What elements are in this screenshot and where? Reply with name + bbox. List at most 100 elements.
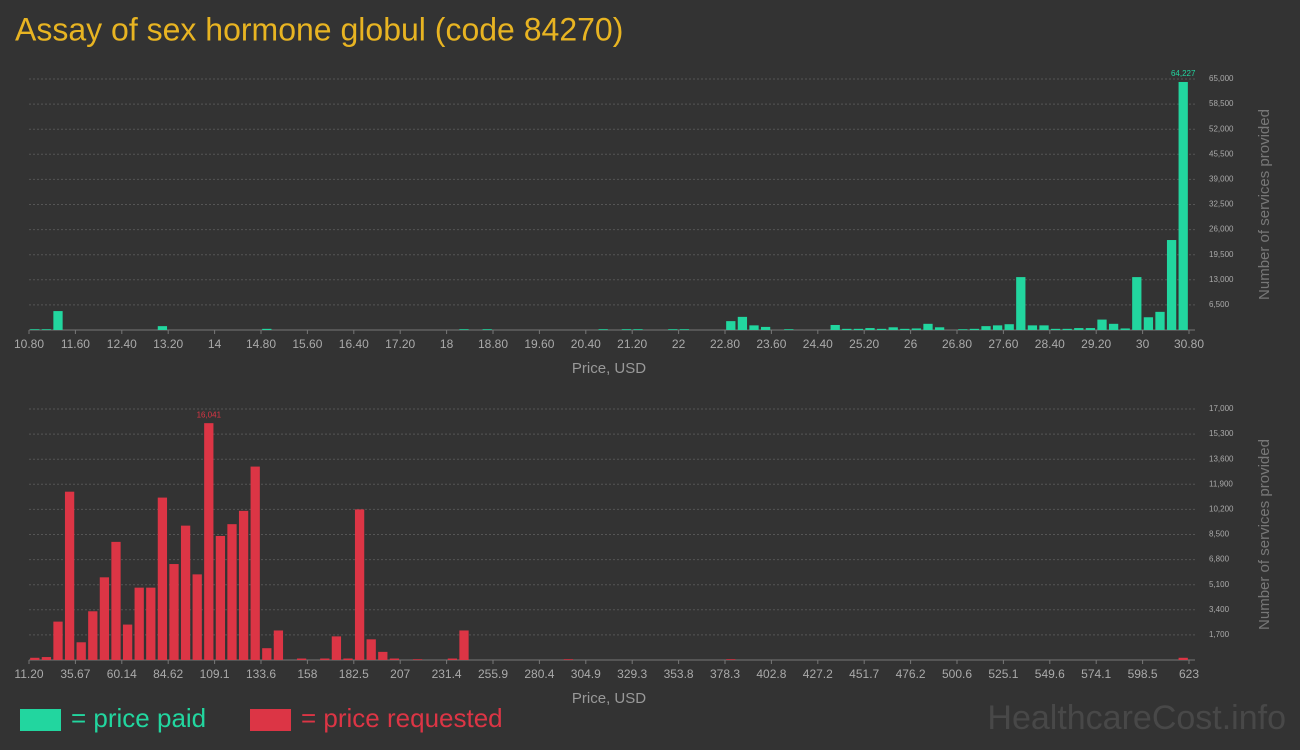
bar — [1027, 325, 1038, 330]
x-tick-label: 402.8 — [756, 667, 786, 681]
x-axis-label: Price, USD — [572, 690, 646, 707]
x-tick-label: 623 — [1179, 667, 1199, 681]
y-tick-label: 19,500 — [1209, 250, 1234, 259]
bar — [296, 658, 307, 660]
watermark: HealthcareCost.info — [987, 699, 1286, 737]
bar — [633, 329, 643, 330]
x-tick-label: 16.40 — [339, 337, 369, 351]
bar — [1143, 317, 1154, 330]
bar — [273, 630, 284, 660]
bar — [180, 525, 191, 660]
x-axis-label: Price, USD — [572, 360, 646, 377]
bar — [842, 328, 852, 330]
bar — [262, 328, 272, 330]
x-tick-label: 353.8 — [664, 667, 694, 681]
legend-label: = price requested — [301, 703, 503, 733]
bar — [64, 491, 75, 660]
value-label: 64,227 — [1171, 69, 1196, 78]
bar — [969, 328, 980, 330]
bar — [1074, 328, 1084, 330]
x-tick-label: 255.9 — [478, 667, 508, 681]
x-tick-label: 14.80 — [246, 337, 276, 351]
x-tick-label: 29.20 — [1081, 337, 1111, 351]
x-tick-label: 18.80 — [478, 337, 508, 351]
x-tick-label: 207 — [390, 667, 410, 681]
bar — [1050, 328, 1061, 330]
x-tick-label: 280.4 — [524, 667, 554, 681]
x-tick-label: 304.9 — [571, 667, 601, 681]
y-tick-label: 13,600 — [1209, 454, 1234, 463]
y-tick-label: 3,400 — [1209, 605, 1230, 614]
bar — [1108, 323, 1119, 330]
y-tick-label: 11,900 — [1209, 479, 1233, 488]
bar — [1016, 277, 1026, 330]
bar — [992, 325, 1003, 330]
x-tick-label: 27.60 — [988, 337, 1018, 351]
bar — [760, 326, 771, 330]
bar — [1085, 328, 1096, 330]
x-tick-label: 26.80 — [942, 337, 972, 351]
x-tick-label: 427.2 — [803, 667, 833, 681]
x-tick-label: 182.5 — [339, 667, 369, 681]
bar — [853, 328, 864, 330]
x-tick-label: 549.6 — [1035, 667, 1065, 681]
bar — [459, 630, 469, 660]
bar — [830, 324, 840, 330]
legend-swatch — [20, 709, 61, 731]
legend-swatch — [250, 709, 291, 731]
bar — [447, 658, 458, 660]
bar — [122, 624, 133, 660]
bar — [737, 316, 748, 330]
x-tick-label: 19.60 — [524, 337, 554, 351]
bar — [958, 329, 968, 330]
x-tick-label: 11.60 — [61, 337, 90, 351]
y-tick-label: 15,300 — [1209, 429, 1234, 438]
x-tick-label: 574.1 — [1081, 667, 1111, 681]
x-tick-label: 14 — [208, 337, 222, 351]
bar — [41, 329, 52, 330]
bar — [865, 328, 875, 330]
bar — [598, 329, 608, 330]
bar — [238, 510, 249, 660]
bar — [668, 329, 678, 330]
bar — [389, 658, 400, 660]
x-tick-label: 30.80 — [1174, 337, 1204, 351]
value-label: 16,041 — [197, 410, 222, 419]
bar — [30, 329, 40, 330]
y-tick-label: 6,500 — [1209, 300, 1230, 309]
bar — [157, 326, 168, 330]
bar — [726, 321, 736, 330]
bar — [679, 329, 690, 330]
bar — [53, 621, 63, 660]
bar — [343, 658, 353, 660]
bar — [88, 611, 98, 660]
bar — [169, 564, 179, 660]
bar — [1062, 328, 1072, 330]
bar — [262, 648, 272, 660]
y-tick-label: 58,500 — [1209, 99, 1234, 108]
bar — [157, 497, 168, 660]
y-axis-label: Number of services provided — [1256, 439, 1273, 630]
x-tick-label: 12.40 — [107, 337, 137, 351]
bar — [482, 329, 492, 330]
bar — [378, 651, 388, 660]
bar — [366, 639, 376, 660]
bar — [876, 328, 887, 330]
bar — [354, 509, 365, 660]
bar — [900, 328, 910, 330]
x-tick-label: 22 — [672, 337, 686, 351]
bar — [53, 311, 63, 330]
x-tick-label: 500.6 — [942, 667, 972, 681]
page-title: Assay of sex hormone globul (code 84270) — [15, 11, 623, 47]
bar — [320, 658, 330, 660]
y-tick-label: 8,500 — [1209, 530, 1230, 539]
bar — [412, 659, 423, 660]
x-tick-label: 133.6 — [246, 667, 276, 681]
bar — [30, 657, 40, 660]
bar — [331, 636, 342, 660]
bar — [204, 423, 214, 660]
x-tick-label: 26 — [904, 337, 918, 351]
y-tick-label: 17,000 — [1209, 404, 1234, 413]
x-tick-label: 28.40 — [1035, 337, 1065, 351]
